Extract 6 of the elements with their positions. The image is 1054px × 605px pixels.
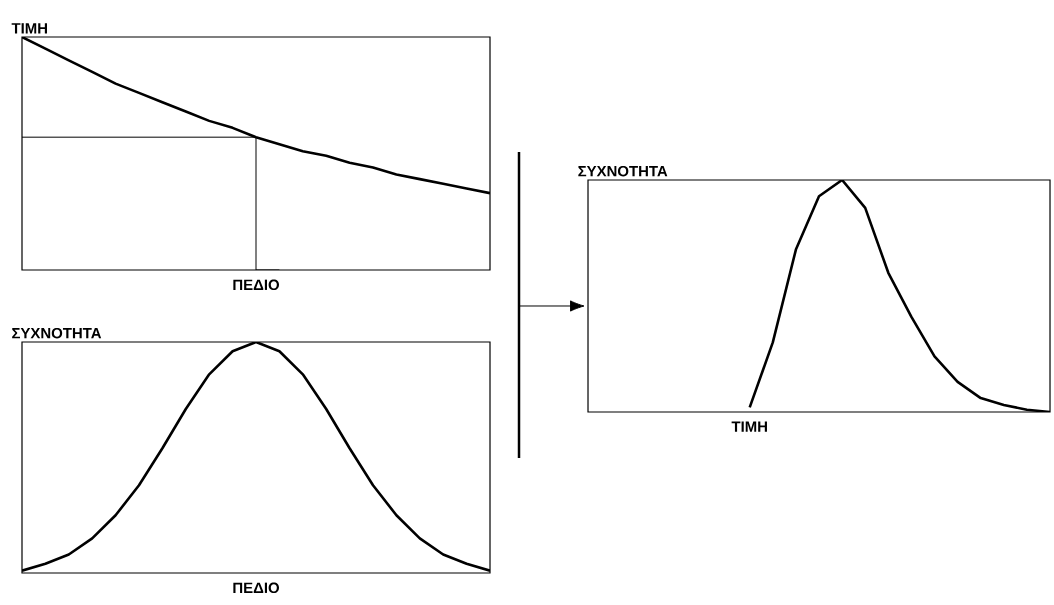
y-axis-title: ΣΥΧΝΟΤΗΤΑ — [12, 327, 102, 339]
x-axis-title: ΠΕΔΙΟ — [233, 582, 279, 594]
y-axis-title: ΣΥΧΝΟΤΗΤΑ — [578, 165, 668, 177]
y-axis-title: ΤΙΜΗ — [11, 23, 47, 34]
x-axis-title: ΠΕΔΙΟ — [233, 279, 279, 291]
x-axis-title: ΤΙΜΗ — [731, 421, 767, 432]
